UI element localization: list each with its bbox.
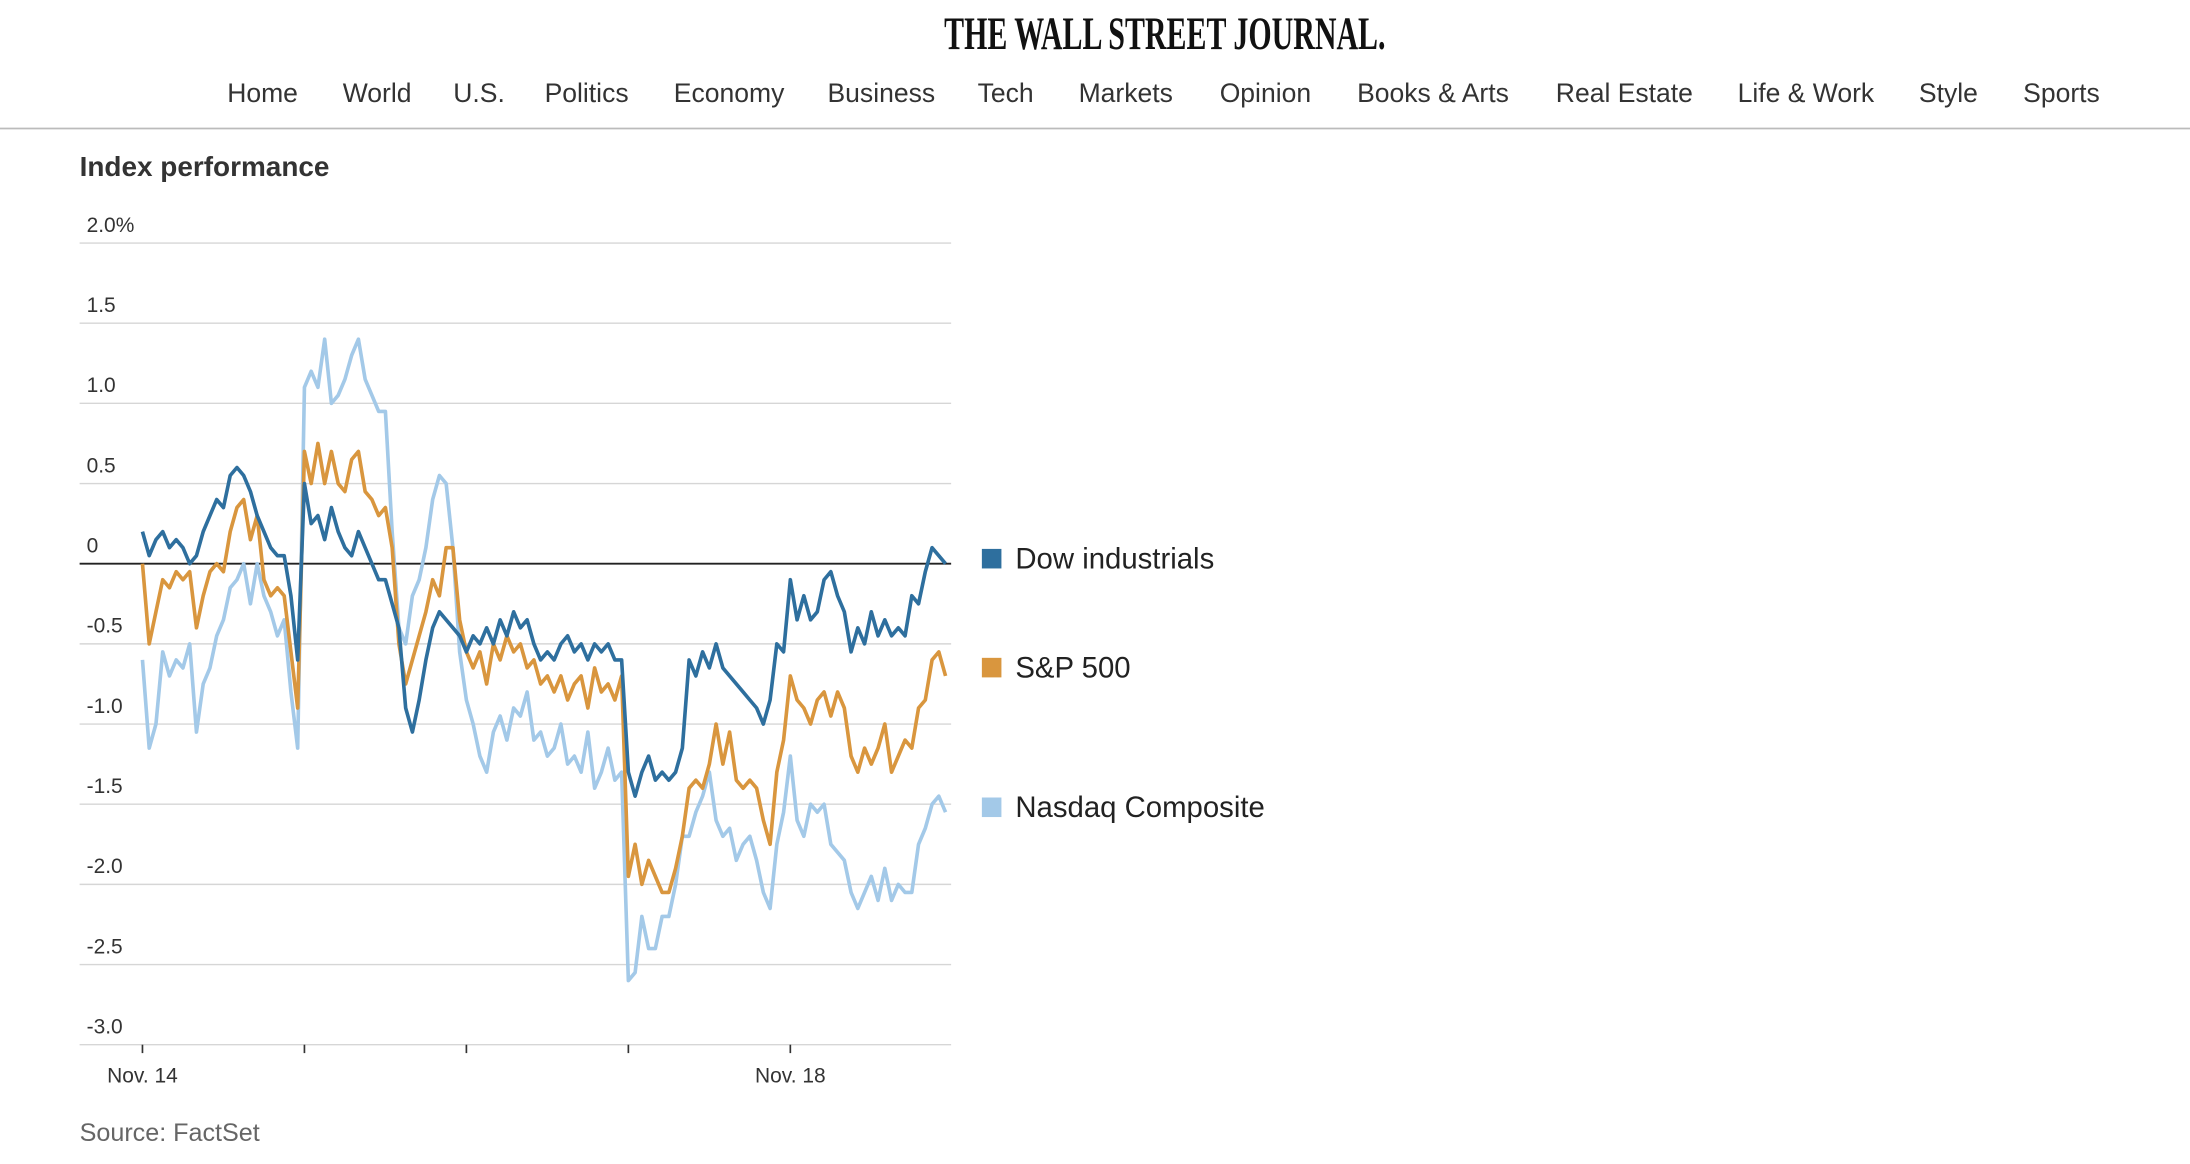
legend-swatch [981,797,1002,818]
nav-link[interactable]: U.S. [453,78,505,108]
y-tick-label: -1.5 [87,775,123,798]
masthead[interactable]: THE WALL STREET JOURNAL. [944,8,1385,59]
nav-link[interactable]: Real Estate [1556,78,1693,108]
series-line [140,337,948,983]
y-tick-label: 1.5 [87,294,116,317]
legend-label: Nasdaq Composite [1015,791,1264,824]
nav-link[interactable]: Tech [978,78,1034,108]
x-tick-label: Nov. 18 [755,1064,826,1087]
chart-title: Index performance [80,151,330,182]
nav-link[interactable]: Business [828,78,936,108]
y-tick-label: -2.5 [87,935,123,958]
y-tick-label: 2.0% [87,214,135,237]
y-tick-label: -3.0 [87,1016,123,1039]
nav-link[interactable]: Style [1919,78,1978,108]
y-tick-label: 0 [87,535,99,558]
y-tick-label: -2.0 [87,855,123,878]
legend-swatch [981,548,1002,569]
nav-link[interactable]: World [343,78,412,108]
nav-link[interactable]: Home [227,78,298,108]
y-tick-label: 1.0 [87,374,116,397]
nav-link[interactable]: Markets [1079,78,1173,108]
legend-swatch [981,657,1002,678]
series-line [140,465,947,799]
nav-link[interactable]: Economy [674,78,785,108]
nav-link[interactable]: Politics [545,78,629,108]
nav-link[interactable]: Life & Work [1738,78,1875,108]
nav-link[interactable]: Opinion [1220,78,1311,108]
source: Source: FactSet [80,1119,260,1147]
y-tick-label: 0.5 [87,454,116,477]
legend-label: S&P 500 [1015,651,1130,684]
y-tick-label: -0.5 [87,615,123,638]
x-tick-label: Nov. 14 [107,1064,178,1087]
y-tick-label: -1.0 [87,695,123,718]
nav-link[interactable]: Sports [2023,78,2100,108]
series-line [140,441,948,895]
nav-link[interactable]: Books & Arts [1357,78,1509,108]
legend-label: Dow industrials [1015,542,1214,575]
